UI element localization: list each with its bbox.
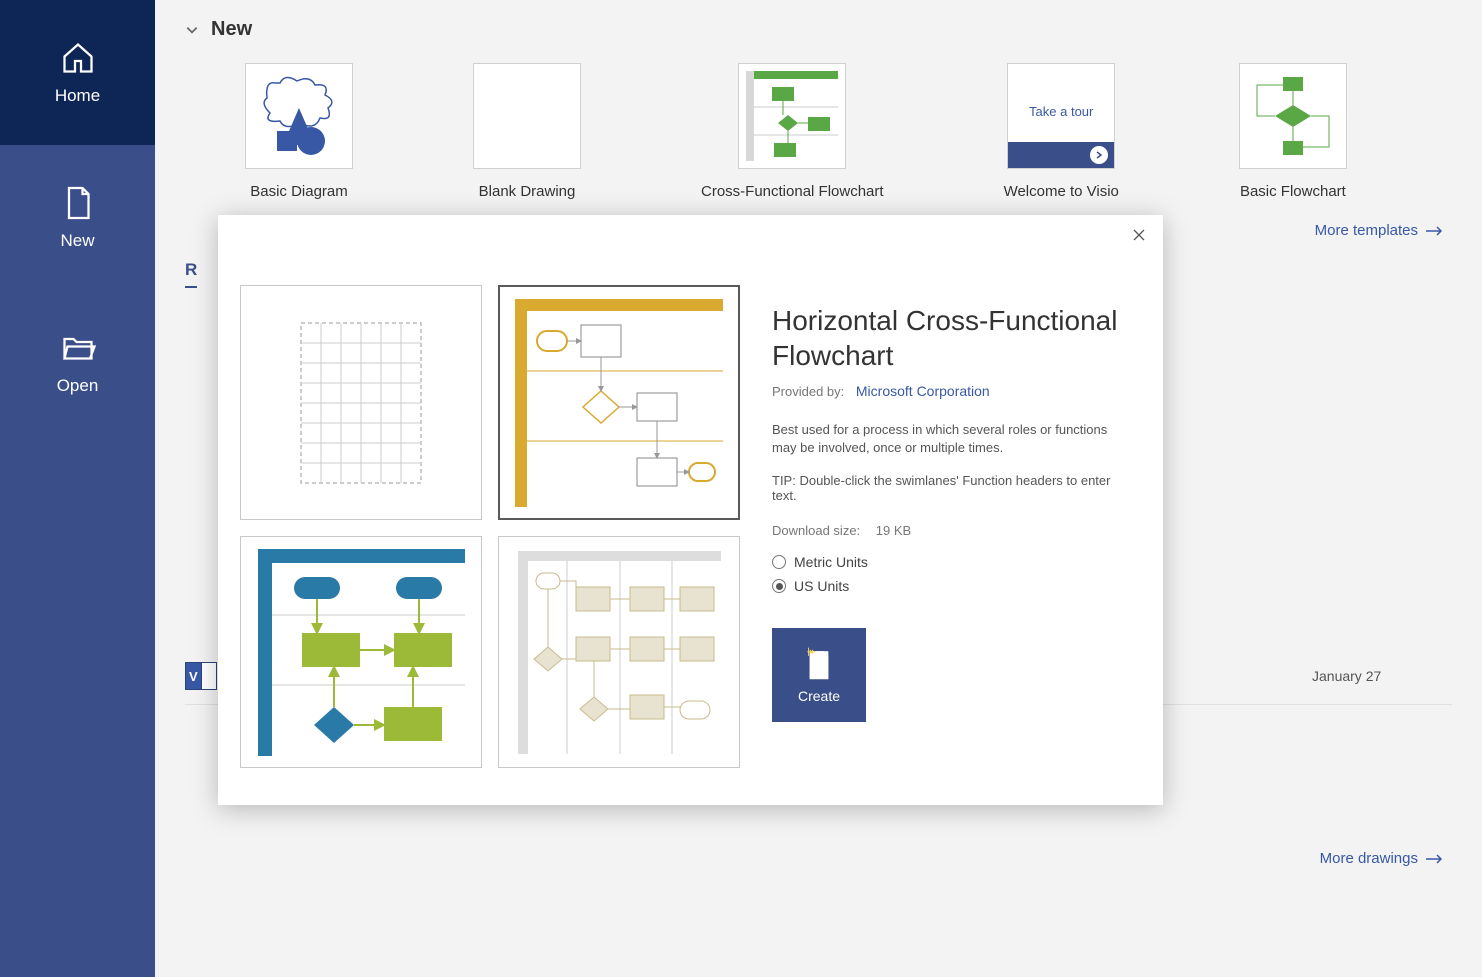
radio-label: Metric Units	[794, 554, 868, 570]
provider-name: Microsoft Corporation	[856, 383, 990, 399]
modal-title: Horizontal Cross-Functional Flowchart	[772, 303, 1131, 373]
radio-icon	[772, 555, 786, 569]
close-icon	[1132, 228, 1146, 242]
modal-description: Best used for a process in which several…	[772, 421, 1131, 457]
close-button[interactable]	[1127, 223, 1151, 247]
new-document-icon	[805, 646, 833, 682]
radio-metric-units[interactable]: Metric Units	[772, 554, 1131, 570]
preview-variant-2[interactable]	[498, 285, 740, 520]
radio-icon	[772, 579, 786, 593]
size-value: 19 KB	[876, 523, 911, 538]
preview-grid	[240, 233, 740, 787]
template-preview-modal: Horizontal Cross-Functional Flowchart Pr…	[218, 215, 1163, 805]
preview-variant-1[interactable]	[240, 285, 482, 520]
preview-variant-3[interactable]	[240, 536, 482, 768]
modal-details: Horizontal Cross-Functional Flowchart Pr…	[740, 233, 1141, 787]
preview-variant-4[interactable]	[498, 536, 740, 768]
provider-label: Provided by:	[772, 384, 844, 399]
modal-tip: TIP: Double-click the swimlanes' Functio…	[772, 473, 1131, 503]
create-button[interactable]: Create	[772, 628, 866, 722]
radio-us-units[interactable]: US Units	[772, 578, 1131, 594]
modal-provider: Provided by: Microsoft Corporation	[772, 383, 1131, 399]
modal-backdrop[interactable]: Horizontal Cross-Functional Flowchart Pr…	[0, 0, 1482, 977]
modal-download-size: Download size: 19 KB	[772, 523, 1131, 538]
radio-label: US Units	[794, 578, 849, 594]
size-label: Download size:	[772, 523, 860, 538]
create-label: Create	[798, 688, 840, 704]
